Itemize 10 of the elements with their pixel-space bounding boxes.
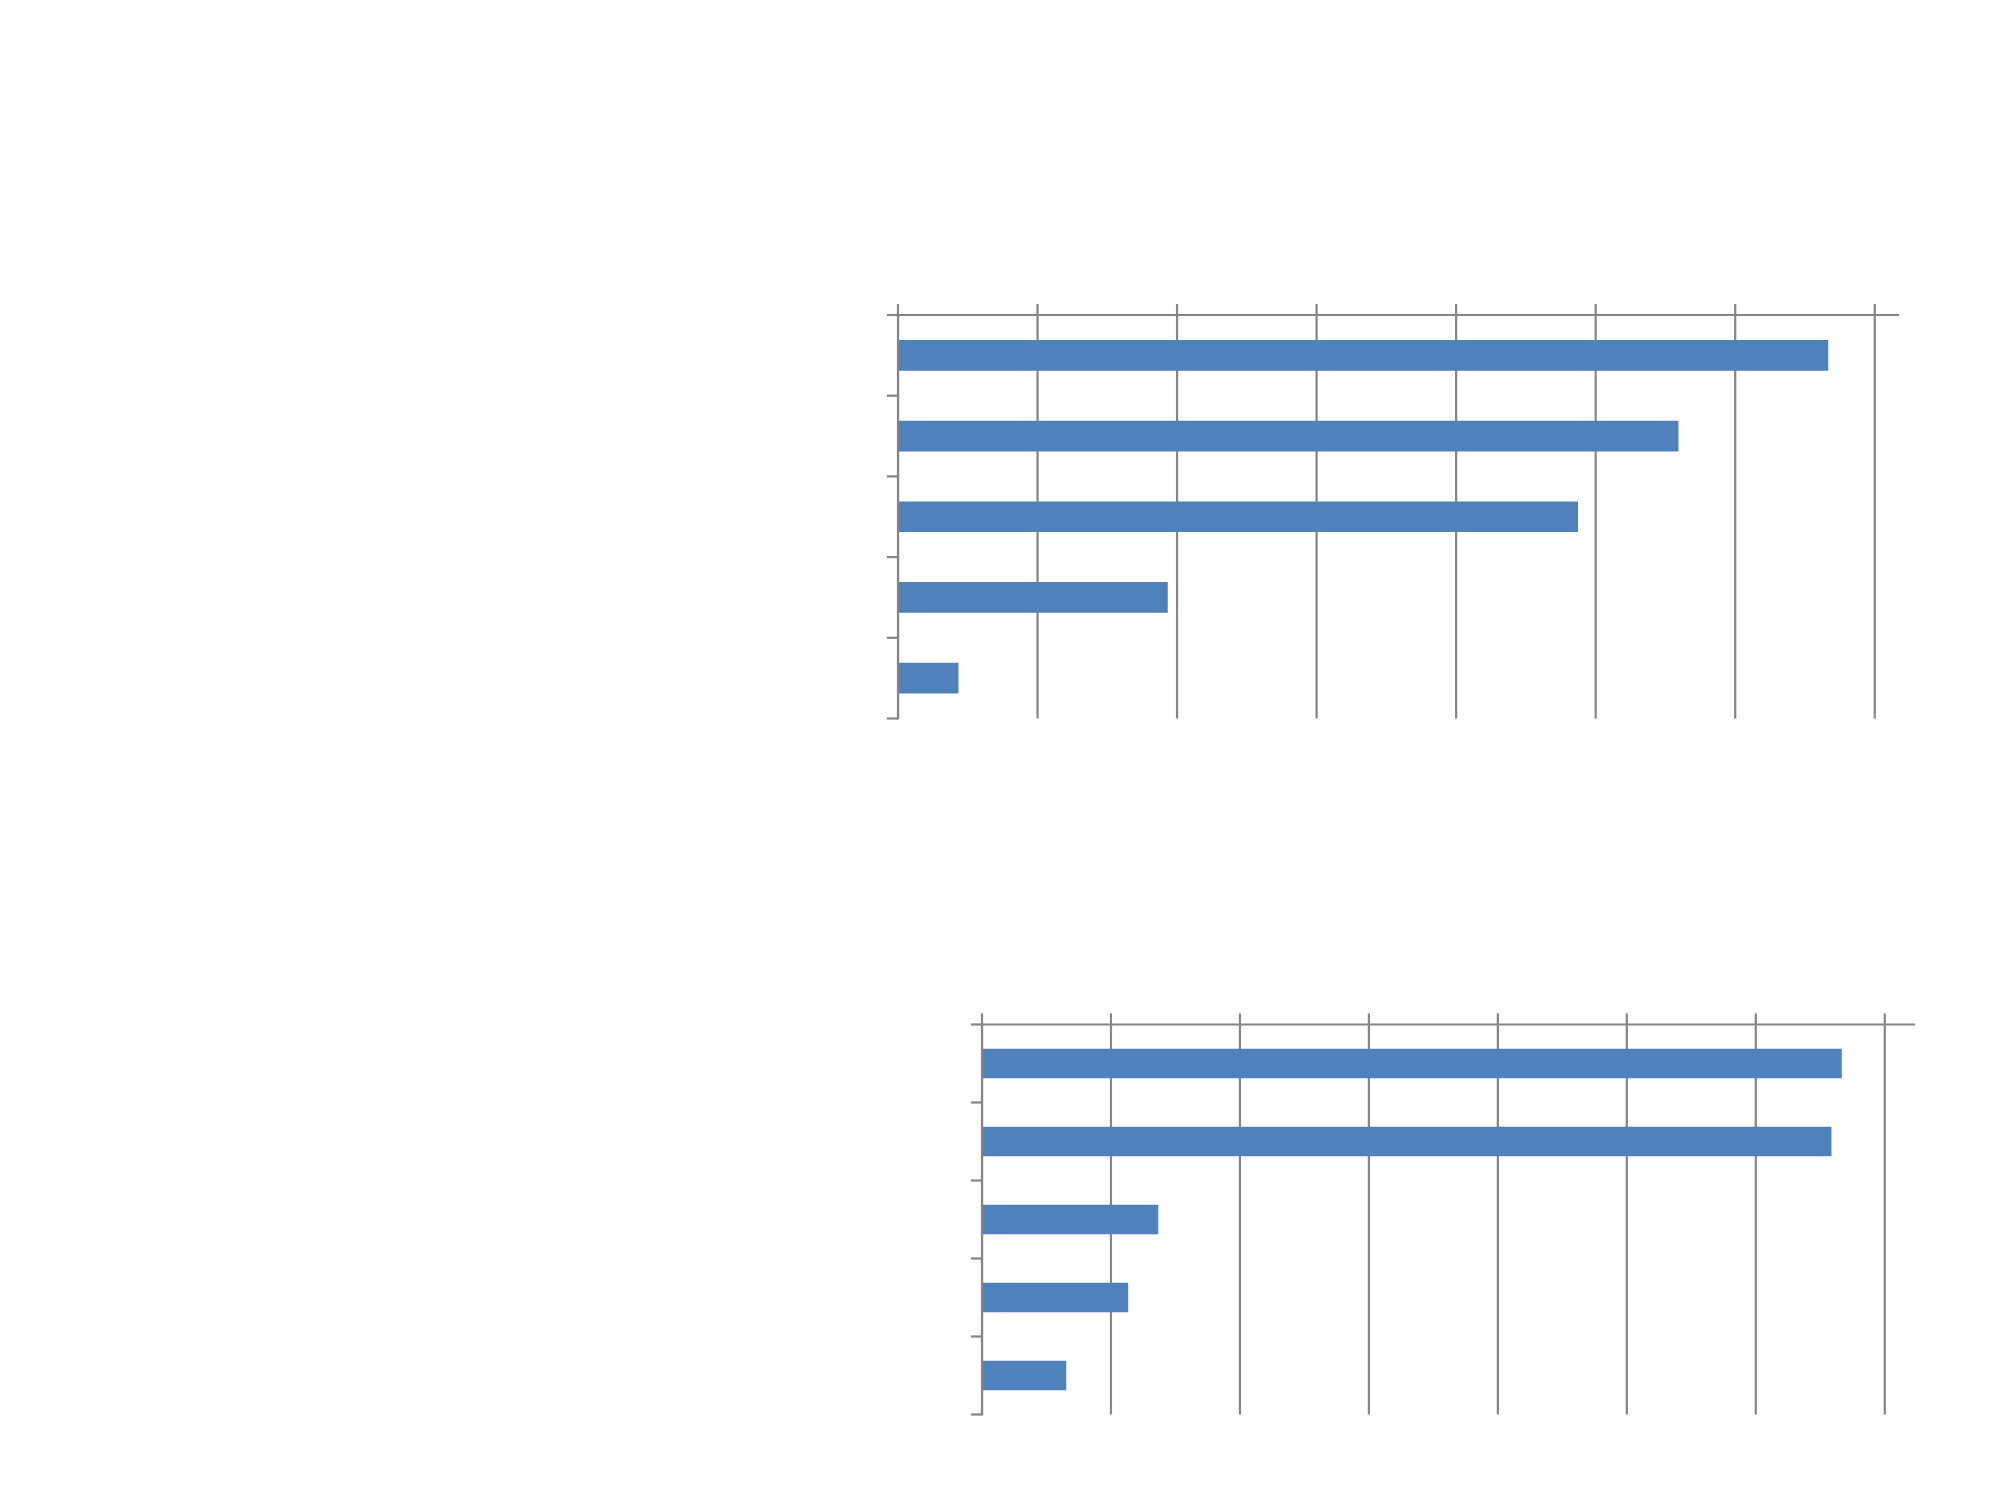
bar [898, 420, 1679, 452]
bar [898, 582, 1168, 613]
bar [898, 662, 959, 694]
bar [982, 1282, 1129, 1313]
bar [982, 1360, 1067, 1391]
bar [982, 1204, 1159, 1235]
bar [982, 1126, 1832, 1157]
bar [982, 1048, 1842, 1079]
bar [898, 501, 1578, 533]
bar [898, 340, 1829, 371]
